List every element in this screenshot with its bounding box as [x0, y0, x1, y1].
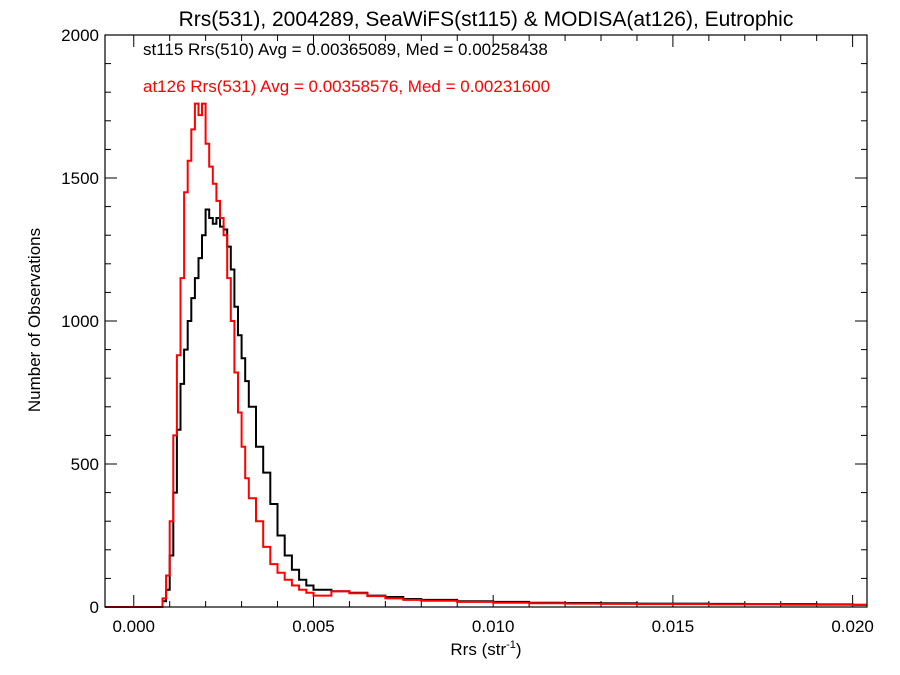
plot-frame: [104, 34, 868, 608]
series-line-st115: [105, 208, 867, 608]
y-tick-label: 2000: [61, 26, 99, 45]
x-tick-label: 0.015: [652, 617, 695, 636]
x-axis-label-sup: -1: [506, 639, 516, 651]
y-tick-label: 0: [90, 598, 99, 617]
y-tick-label: 500: [71, 455, 99, 474]
series-line-at126: [105, 102, 867, 608]
annotation-at126: at126 Rrs(531) Avg = 0.00358576, Med = 0…: [143, 77, 550, 96]
y-tick-label: 1500: [61, 169, 99, 188]
x-tick-label: 0.020: [831, 617, 874, 636]
chart-title: Rrs(531), 2004289, SeaWiFS(st115) & MODI…: [179, 8, 794, 31]
x-axis-label-main: Rrs (str: [450, 640, 506, 659]
x-axis-label: Rrs (str-1): [450, 639, 521, 659]
x-axis-label-close: ): [516, 640, 522, 659]
y-tick-label: 1000: [61, 312, 99, 331]
x-tick-label: 0.010: [472, 617, 515, 636]
x-tick-label: 0.005: [292, 617, 335, 636]
x-tick-label: 0.000: [112, 617, 155, 636]
y-axis-label: Number of Observations: [25, 228, 44, 412]
annotation-st115: st115 Rrs(510) Avg = 0.00365089, Med = 0…: [143, 40, 548, 59]
